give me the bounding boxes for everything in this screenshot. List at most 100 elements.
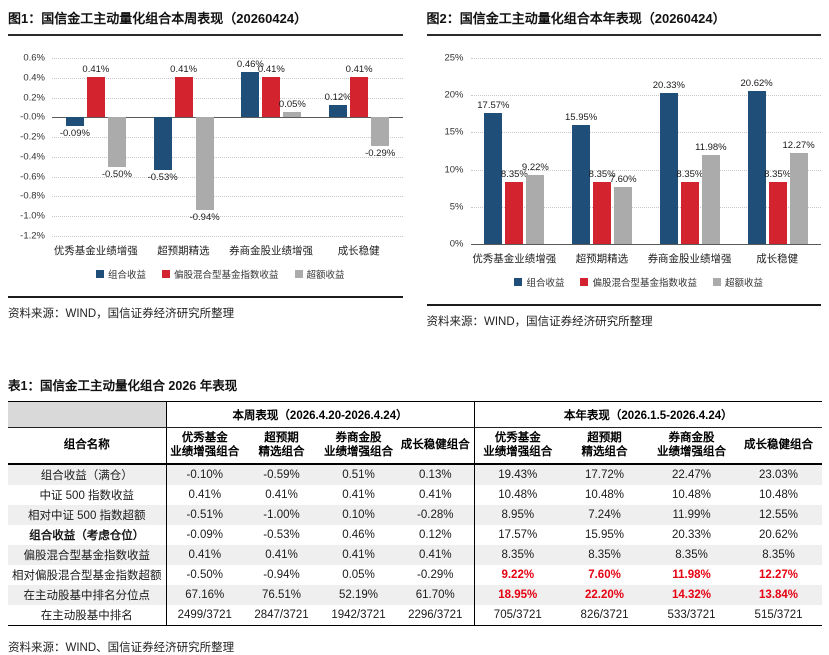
week-value-cell: 0.51%	[342, 468, 375, 481]
figure2-title: 图2：国信金工主动量化组合本年表现（20260424）	[426, 8, 821, 36]
week-value-cell: 0.41%	[418, 548, 452, 561]
table-body: 组合收益（满仓） -0.10% -0.59% 0.51% 0.13% 19.43% 17.7…	[8, 463, 823, 625]
y-tick-label: 0.4%	[23, 72, 45, 84]
bar-value-label: 8.35%	[676, 168, 704, 180]
row-label: 相对偏股混合型基金指数超额	[12, 569, 162, 582]
year-value-cell: 7.24%	[588, 508, 621, 521]
week-value-cell: 67.16%	[165, 584, 243, 605]
gridline	[52, 216, 403, 218]
week-value-cell: 0.41%	[342, 488, 375, 501]
year-value-cell: 8.35%	[588, 548, 621, 561]
legend-item: 超额收益	[294, 267, 345, 281]
year-value-cell: 14.32%	[672, 588, 712, 601]
bar-value-label: -0.94%	[189, 212, 220, 224]
bar-gray	[195, 117, 214, 211]
portfolio-column-header: 优秀基金 业绩增强组合	[473, 427, 562, 465]
portfolio-column-header: 成长稳健组合	[735, 427, 823, 465]
x-axis: 优秀基金业绩增强 超预期精选 券商金股业绩增强 成长稳健	[52, 243, 403, 258]
bar-value-label: 20.33%	[652, 79, 685, 91]
week-value-cell: -0.59%	[263, 468, 300, 481]
portfolio-column-header: 超预期 精选组合	[561, 427, 649, 465]
source-divider	[426, 304, 821, 306]
legend-item: 超额收益	[713, 275, 763, 289]
figure2-source: 资料来源：WIND，国信证券经济研究所整理	[426, 316, 653, 328]
legend-item: 偏股混合型基金指数收益	[580, 275, 697, 289]
y-tick-label: 15%	[444, 126, 464, 138]
bar-gray	[107, 117, 126, 167]
portfolio-column-header: 优秀基金 业绩增强组合	[165, 427, 243, 465]
year-value-cell: 10.48%	[759, 488, 799, 501]
table1-source: 资料来源：WIND、国信证券经济研究所整理	[8, 641, 235, 654]
week-value-cell: 2847/3721	[254, 608, 309, 621]
year-value-cell: 20.62%	[759, 528, 799, 541]
year-value-cell: 826/3721	[580, 608, 629, 621]
legend-label: 超额收益	[306, 270, 345, 281]
plot-area: 17.57% 8.35% 9.22% 15.95% 8.35% 7.60% 20.33% 8.…	[470, 58, 821, 245]
bar-blue	[65, 117, 84, 127]
figures-row: 图1：国信金工主动量化组合本周表现（20260424） 0.6% 0.4% 0.2%…	[8, 8, 821, 329]
year-value-cell: 15.95%	[585, 528, 625, 541]
week-value-cell: 2499/3721	[165, 604, 243, 625]
x-category-label: 超预期精选	[575, 253, 629, 265]
year-value-cell: 17.72%	[585, 468, 625, 481]
legend-swatch	[294, 270, 303, 278]
bar-blue	[484, 113, 503, 244]
legend-label: 组合收益	[107, 270, 146, 281]
week-value-cell: 0.41%	[265, 488, 298, 501]
gridline	[52, 196, 403, 198]
week-value-cell: -0.94%	[263, 568, 300, 581]
y-tick-label: -0.0%	[20, 111, 45, 123]
y-tick-label: -0.8%	[20, 190, 45, 202]
week-value-cell: 0.10%	[342, 508, 375, 521]
row-label: 偏股混合型基金指数收益	[23, 549, 151, 562]
week-value-cell: 61.70%	[415, 588, 455, 601]
week-value-cell: 0.41%	[165, 484, 243, 505]
row-label: 相对中证 500 指数超额	[27, 509, 146, 522]
plot-area: -0.09% 0.41% -0.50% -0.53% 0.41% -0.94% 0.46% 0…	[52, 58, 403, 237]
week-value-cell: 0.05%	[342, 568, 375, 581]
bar-value-label: 12.27%	[782, 139, 815, 151]
legend-swatch	[580, 278, 589, 286]
name-header-cell: 组合名称	[8, 427, 166, 465]
week-group-header: 本周表现（2026.4.20-2026.4.24）	[165, 401, 475, 428]
portfolio-column-header: 券商金股 业绩增强组合	[648, 427, 736, 465]
legend-swatch	[161, 270, 170, 278]
table-row: 相对中证 500 指数超额 -0.51% -1.00% 0.10% -0.28% 8.95…	[8, 504, 823, 525]
y-tick-label: 25%	[444, 52, 464, 64]
gridline	[52, 117, 403, 119]
bar-value-label: 0.41%	[257, 63, 285, 75]
week-value-cell: 76.51%	[261, 588, 301, 601]
table-row: 中证 500 指数收益 0.41% 0.41% 0.41% 0.41% 10.48% 10.…	[8, 484, 822, 505]
plot-row: 25% 20% 15% 10% 5% 0% 17.57% 8.35% 9.22% 15.95% 8…	[427, 53, 821, 250]
bar-blue	[241, 71, 260, 118]
gridline	[470, 95, 821, 97]
year-value-cell: 12.27%	[759, 568, 799, 581]
year-value-cell: 515/3721	[754, 608, 803, 621]
y-tick-label: -1.0%	[20, 210, 45, 222]
y-tick-label: -0.2%	[20, 131, 45, 143]
week-value-cell: 0.41%	[265, 548, 298, 561]
gridline	[470, 206, 821, 208]
y-tick-label: 5%	[449, 201, 464, 213]
y-tick-label: -0.4%	[20, 151, 45, 163]
gridline	[470, 169, 821, 171]
week-value-cell: 0.41%	[342, 548, 375, 561]
gridline	[470, 132, 821, 134]
y-axis: 25% 20% 15% 10% 5% 0%	[427, 53, 471, 250]
legend-label: 超额收益	[725, 278, 764, 289]
bar-gray	[701, 154, 720, 244]
figure1-source: 资料来源：WIND，国信证券经济研究所整理	[8, 308, 235, 320]
legend-item: 组合收益	[514, 275, 564, 289]
bar-blue	[153, 117, 172, 170]
week-value-cell: -0.50%	[165, 564, 243, 585]
gridline	[52, 58, 403, 59]
y-tick-label: 0.2%	[23, 92, 45, 104]
bar-value-label: 8.35%	[764, 168, 792, 180]
table-row: 偏股混合型基金指数收益 0.41% 0.41% 0.41% 0.41% 8.35% 8.35…	[8, 544, 823, 565]
figure1-chart: 0.6% 0.4% 0.2% -0.0% -0.2% -0.4% -0.6% -0.8% -1.…	[8, 53, 403, 281]
year-value-cell: 11.99%	[672, 508, 711, 521]
bar-value-label: -0.50%	[101, 168, 132, 180]
x-category-label: 优秀基金业绩增强	[472, 253, 557, 265]
x-category-label: 成长稳健	[337, 245, 380, 257]
year-value-cell: 10.48%	[473, 484, 562, 505]
